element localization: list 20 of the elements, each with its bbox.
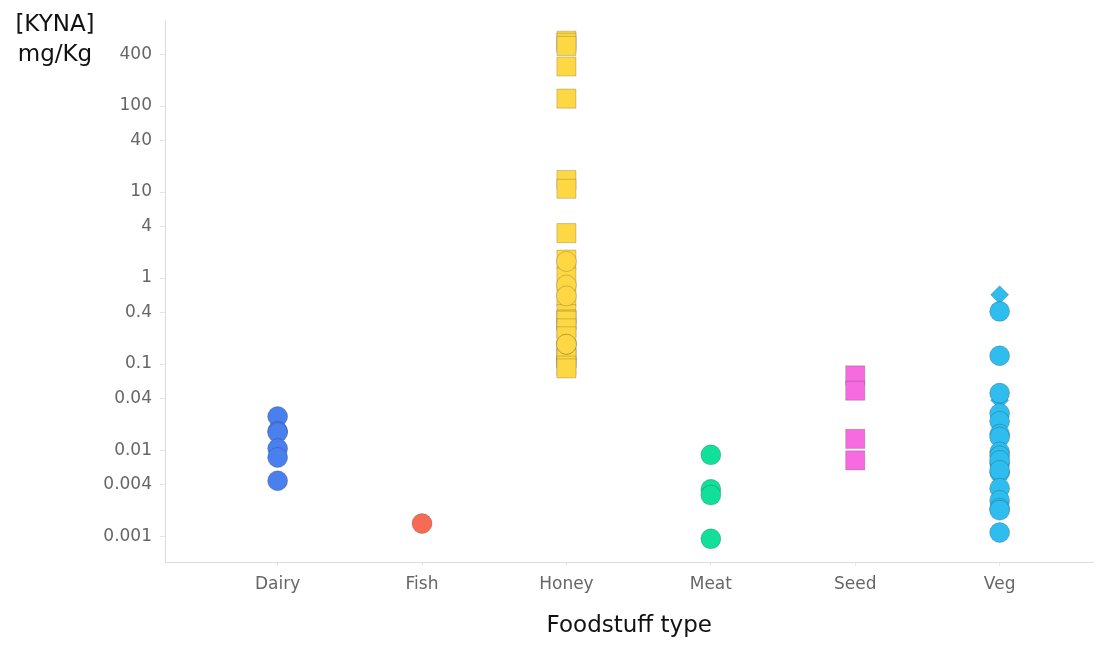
y-tick-label: 0.1 [124,352,152,373]
y-axis-title: [KYNA] mg/Kg [14,9,96,68]
y-tick-label: 1 [141,266,152,287]
y-tick-label: 0.01 [114,438,152,459]
y-tick-label: 100 [119,94,152,115]
x-tick-label: Seed [833,572,877,593]
y-tick-label: 4 [141,214,152,235]
x-tick-label: Honey [539,572,594,593]
x-tick-label: Fish [405,572,439,593]
y-tick-label: 0.4 [124,300,152,321]
x-tick-label: Dairy [254,572,301,593]
x-axis-title: Foodstuff type [546,611,712,638]
y-tick-label: 40 [130,128,152,149]
y-tick-label: 10 [130,180,152,201]
y-tick-label: 0.001 [103,524,152,545]
x-tick-label: Veg [983,572,1016,593]
y-tick-label: 0.04 [114,386,152,407]
y-tick-label: 400 [119,42,152,63]
x-tick-label: Meat [689,572,733,593]
y-tick-label: 0.004 [103,472,152,493]
